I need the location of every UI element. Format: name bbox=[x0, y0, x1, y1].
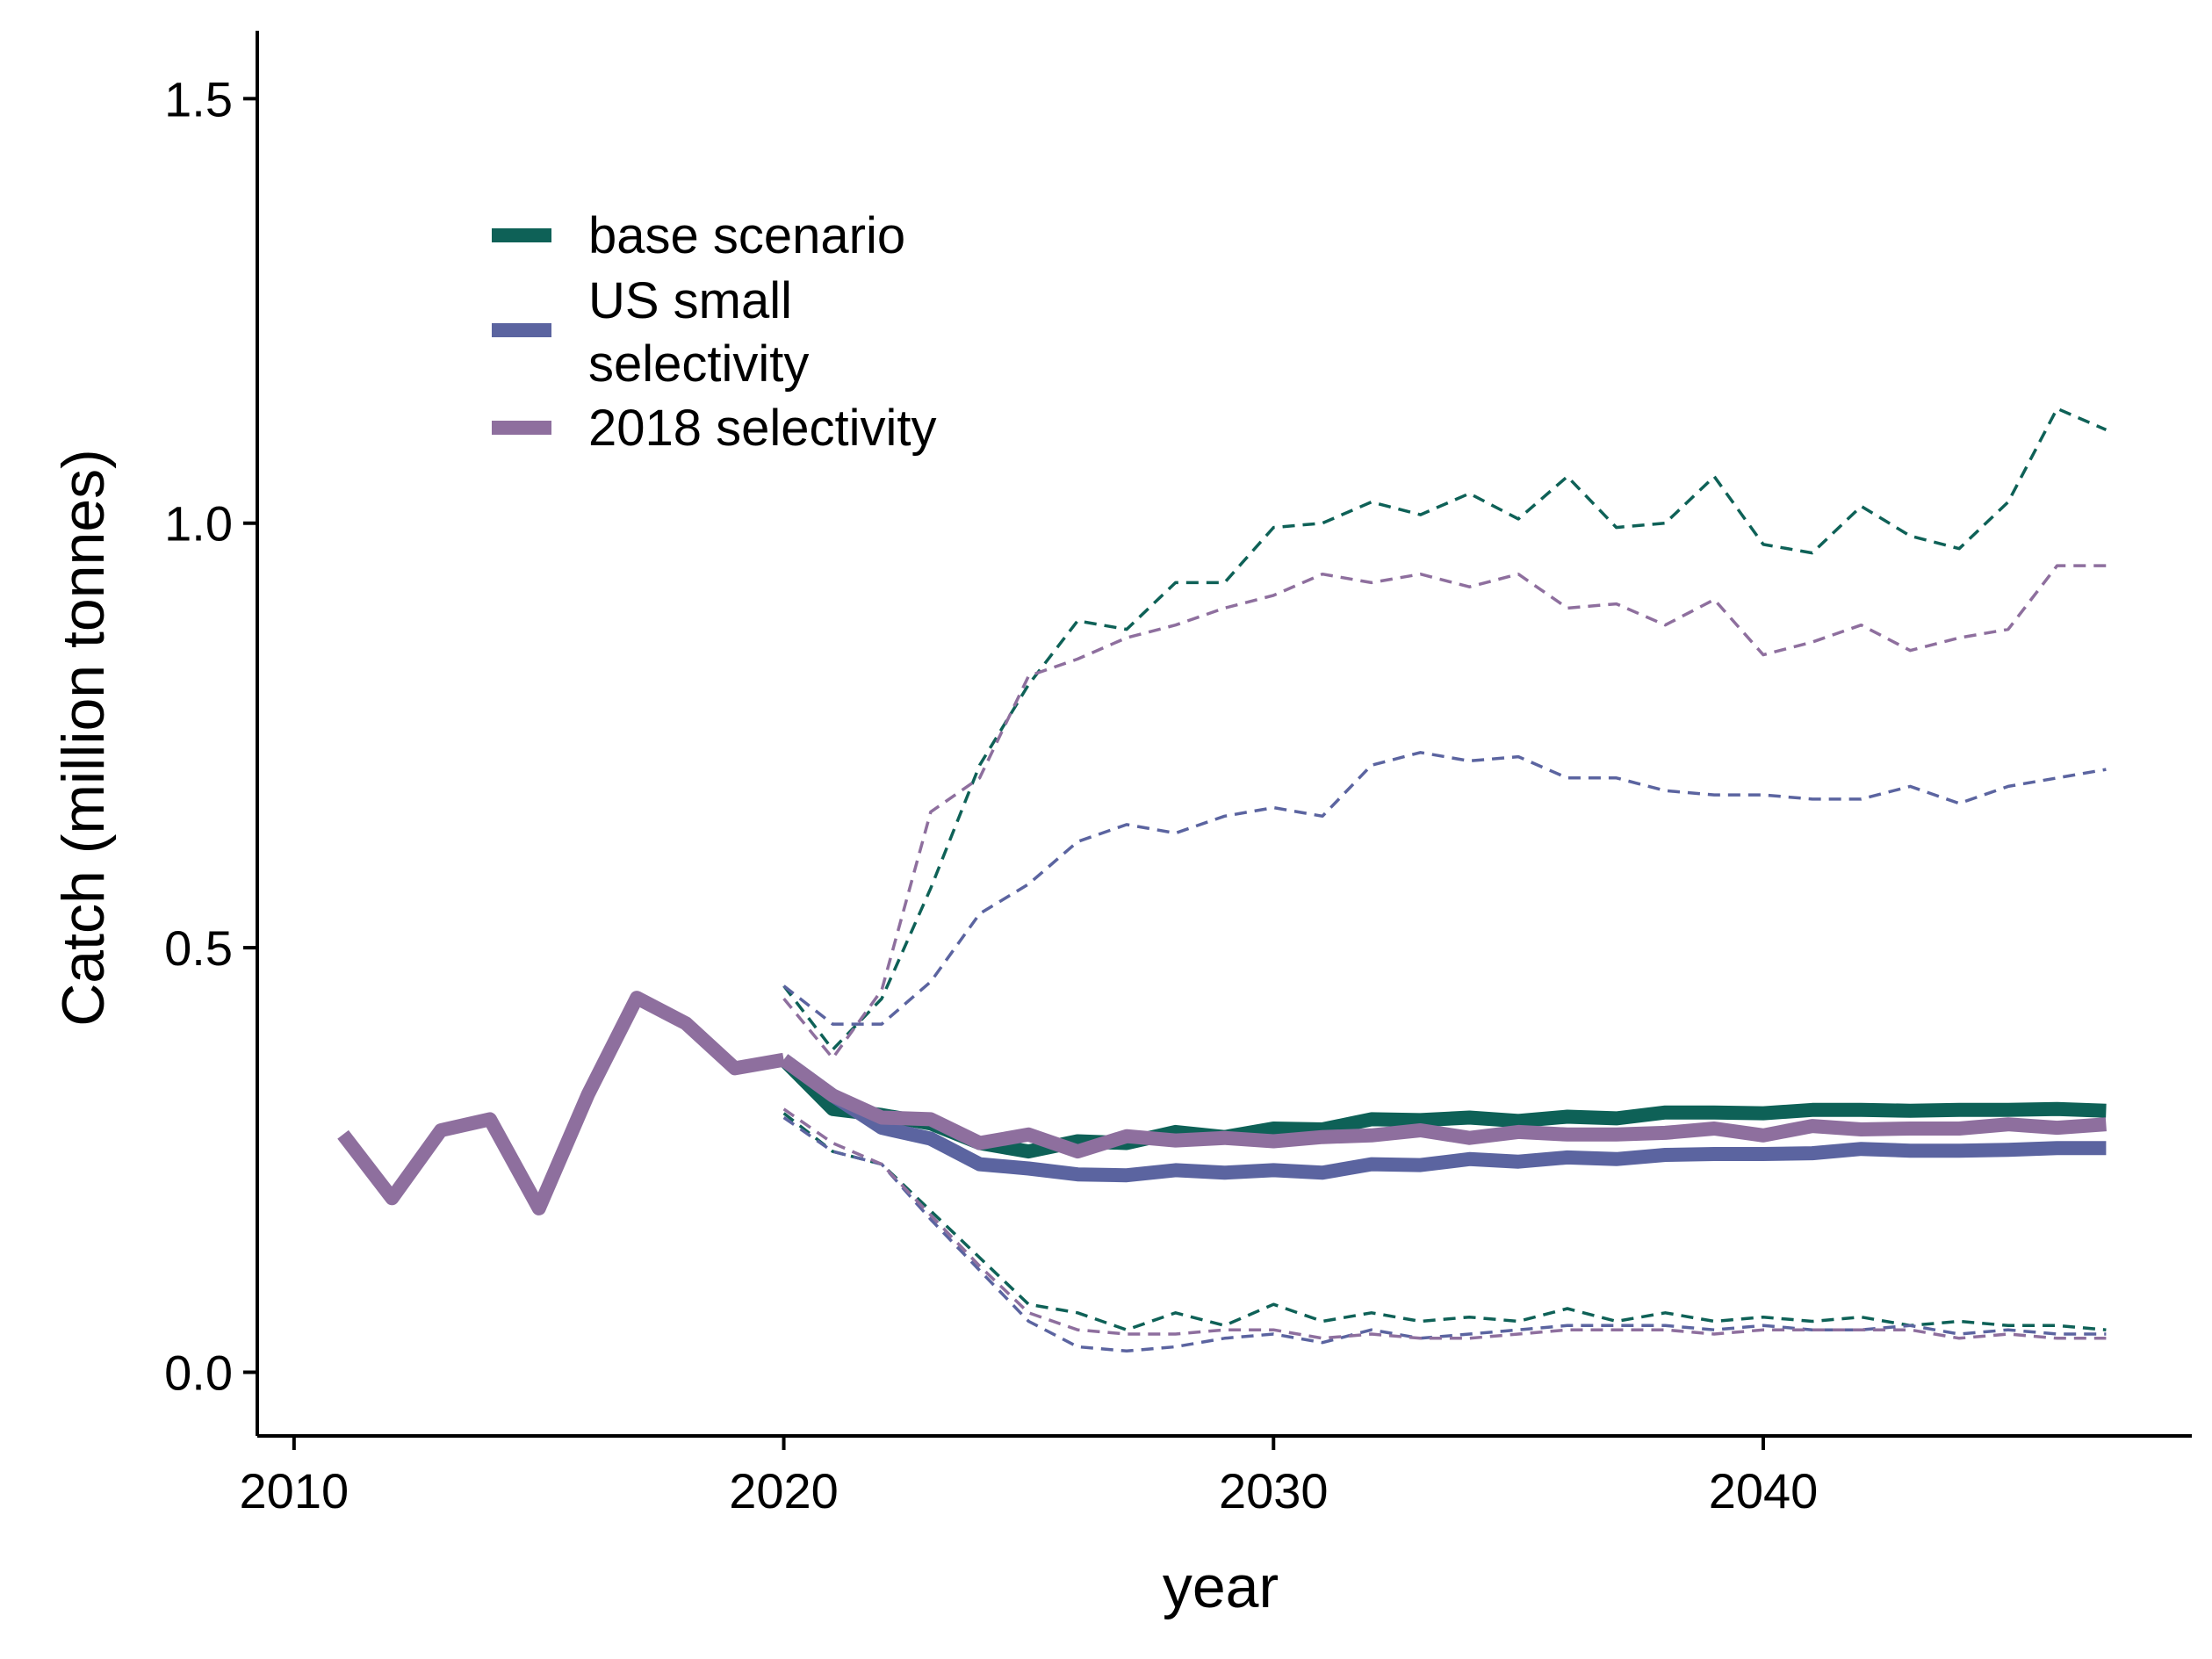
x-tick-label: 2020 bbox=[729, 1463, 839, 1518]
history-catch-line bbox=[337, 991, 785, 1215]
median-line-base-scenario bbox=[778, 1055, 2107, 1159]
x-tick-label: 2040 bbox=[1709, 1463, 1819, 1518]
legend: base scenario US small selectivity 2018 sel… bbox=[492, 207, 937, 457]
upper-interval-base-scenario bbox=[782, 407, 2108, 1051]
axes: 0.0 0.5 1.0 1.5 2010 2020 2030 2040 bbox=[164, 31, 2192, 1518]
lower-interval-us-small-selectivity bbox=[782, 1116, 2107, 1353]
y-tick-label: 1.0 bbox=[164, 496, 233, 552]
upper-interval-us-small-selectivity bbox=[782, 751, 2107, 1026]
lower-interval-2018-selectivity bbox=[782, 1107, 2107, 1340]
legend-label-base-scenario: base scenario bbox=[588, 207, 905, 264]
y-tick-label: 1.5 bbox=[164, 71, 233, 126]
upper-interval-2018-selectivity bbox=[782, 564, 2107, 1060]
y-tick-label: 0.0 bbox=[164, 1345, 233, 1400]
y-axis-title: Catch (million tonnes) bbox=[50, 449, 117, 1027]
legend-label-us-small-selectivity: US small selectivity bbox=[588, 272, 809, 393]
lower-interval-base-scenario bbox=[782, 1112, 2107, 1331]
y-tick-label: 0.5 bbox=[164, 920, 233, 976]
median-line-us-small-selectivity bbox=[779, 1054, 2107, 1183]
legend-label-2018-selectivity: 2018 selectivity bbox=[588, 400, 937, 457]
x-tick-label: 2030 bbox=[1219, 1463, 1329, 1518]
median-line-2018-selectivity bbox=[779, 1054, 2107, 1159]
x-tick-label: 2010 bbox=[240, 1463, 349, 1518]
x-axis-title: year bbox=[1163, 1554, 1279, 1620]
plot-area bbox=[337, 407, 2108, 1353]
